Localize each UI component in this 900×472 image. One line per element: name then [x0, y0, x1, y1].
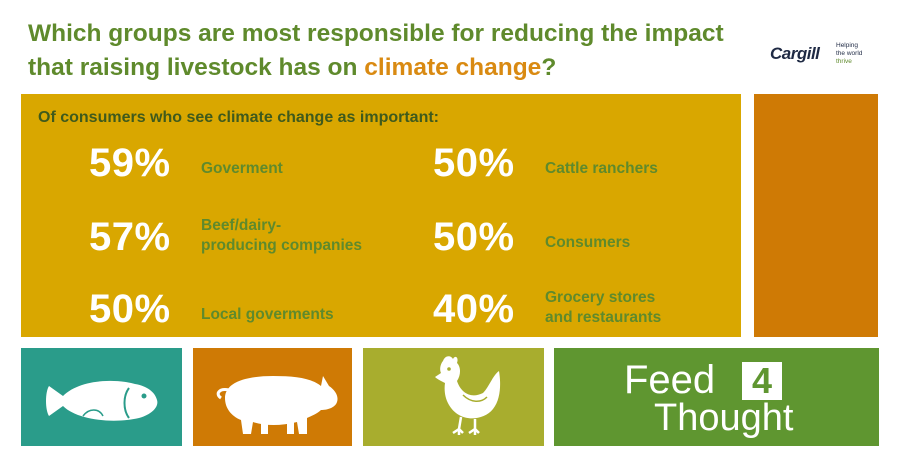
chicken-icon	[435, 356, 501, 435]
chicken-tile	[363, 348, 544, 446]
stat-percent: 40%	[433, 287, 515, 331]
stat-percent: 57%	[89, 215, 171, 259]
fish-tile	[21, 348, 182, 446]
stats-panel: Of consumers who see climate change as i…	[21, 94, 741, 337]
pig-icon	[216, 376, 338, 434]
stat-percent: 59%	[89, 141, 171, 185]
title-highlight: climate change	[364, 54, 542, 81]
stat-label-line-1: Beef/dairy-	[201, 217, 282, 234]
title-text: Which groups are most responsible for re…	[28, 20, 724, 81]
stat-label: Consumers	[545, 234, 631, 251]
title-question-mark: ?	[541, 54, 557, 81]
logo-tagline-line-2: the world	[836, 50, 863, 57]
stat-label: Cattle ranchers	[545, 160, 658, 177]
cargill-logo: Cargill Helping the world thrive	[770, 40, 890, 76]
side-color-block	[754, 94, 878, 337]
stat-label: Beef/dairy- producing companies	[201, 216, 431, 256]
stat-label: Grocery stores and restaurants	[545, 288, 775, 328]
page-title: Which groups are most responsible for re…	[28, 17, 748, 85]
panel-subtitle: Of consumers who see climate change as i…	[38, 109, 439, 126]
stat-label-line-2: and restaurants	[545, 309, 662, 326]
pig-tile	[193, 348, 352, 446]
feed-word: Feed	[624, 358, 716, 402]
feed-four-box: 4	[742, 362, 782, 400]
thought-word: Thought	[654, 397, 794, 439]
stat-percent: 50%	[433, 215, 515, 259]
stat-percent: 50%	[433, 141, 515, 185]
stat-label: Local goverments	[201, 306, 334, 323]
stat-label: Goverment	[201, 160, 283, 177]
stat-label-line-1: Grocery stores	[545, 289, 656, 306]
logo-tagline-line-3: thrive	[836, 58, 852, 65]
fish-icon	[46, 380, 158, 421]
logo-wordmark: Cargill	[770, 44, 820, 63]
logo-tagline-line-1: Helping	[836, 42, 859, 49]
feed4thought-tile: Feed 4 Thought	[554, 348, 879, 446]
stat-label-line-2: producing companies	[201, 237, 363, 254]
stat-percent: 50%	[89, 287, 171, 331]
logo-tagline: Helping the world thrive	[836, 42, 886, 66]
